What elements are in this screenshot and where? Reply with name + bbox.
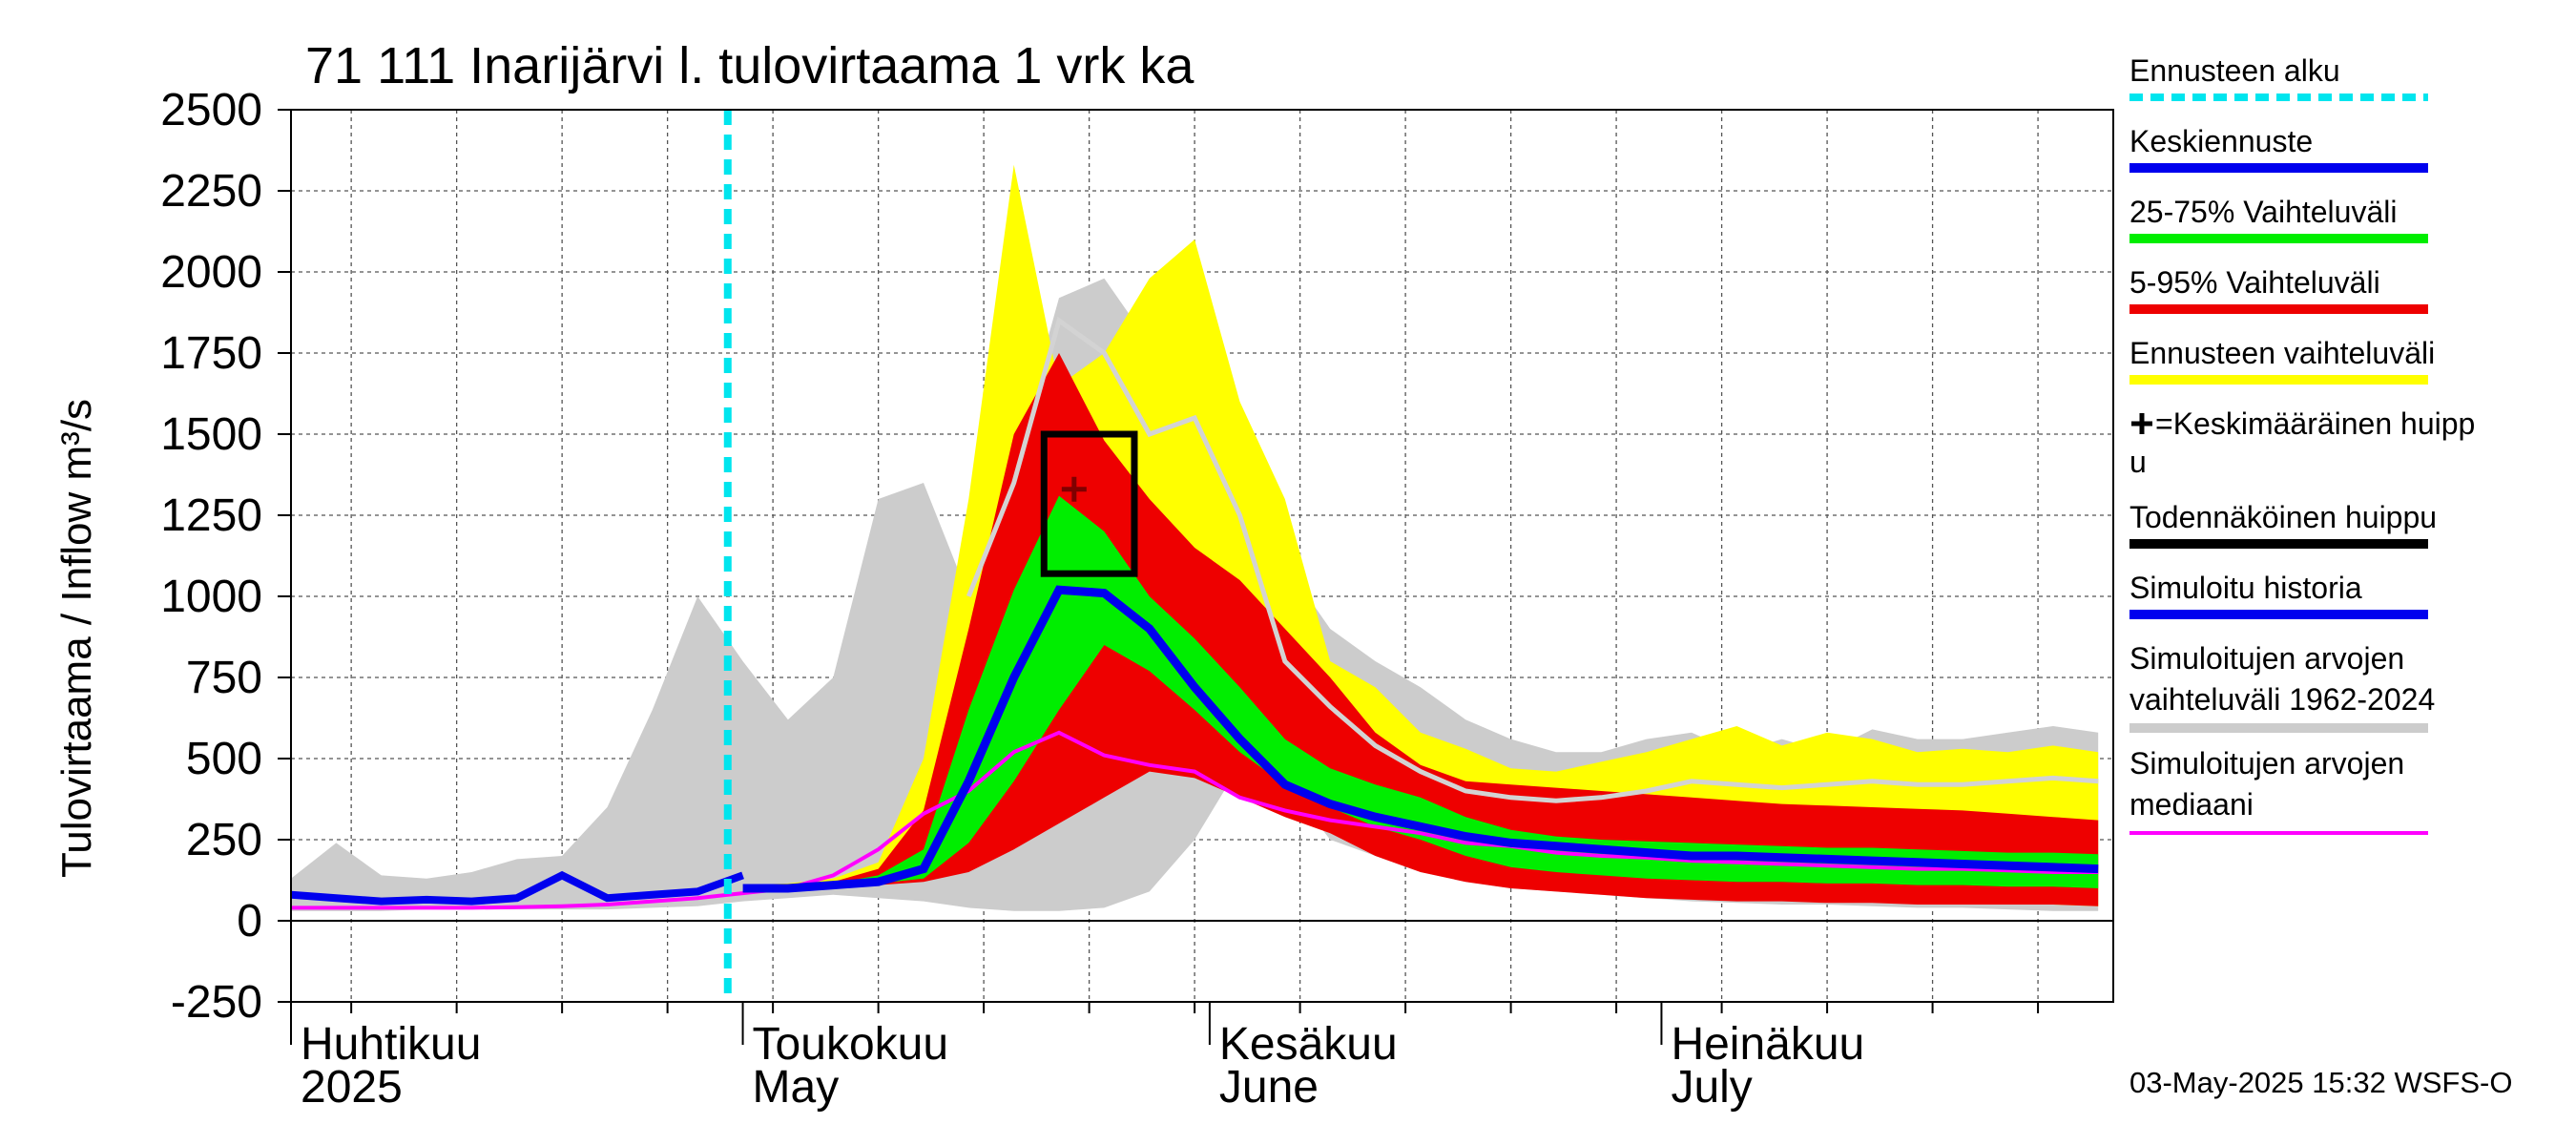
y-tick-label: 1000 (160, 572, 262, 622)
y-tick-label: 500 (186, 734, 262, 784)
legend-label: 5-95% Vaihteluväli (2129, 265, 2380, 300)
y-tick-label: -250 (171, 977, 262, 1028)
y-tick-label: 1750 (160, 328, 262, 379)
plot-frame (290, 109, 2114, 1003)
legend-label: mediaani (2129, 787, 2254, 822)
legend-label: Todennäköinen huippu (2129, 500, 2437, 534)
series-lines (291, 316, 2099, 910)
mean-peak-marker (1061, 476, 1087, 502)
legend-label: u (2129, 445, 2147, 479)
x-tick-label: 2025 (301, 1062, 403, 1113)
timestamp: 03-May-2025 15:32 WSFS-O (2129, 1066, 2512, 1099)
y-tick-label: 1250 (160, 490, 262, 541)
x-tick-label: July (1671, 1062, 1752, 1113)
y-tick-label: 2500 (160, 85, 262, 135)
legend-label: Simuloitujen arvojen (2129, 641, 2404, 676)
peak-markers (723, 110, 1138, 1002)
y-tick-label: 2000 (160, 247, 262, 298)
x-tick-label: Toukokuu (753, 1019, 948, 1070)
probable-peak-box (1040, 430, 1138, 577)
chart-title: 71 111 Inarijärvi l. tulovirtaama 1 vrk … (305, 37, 1195, 94)
line-sim-median (291, 730, 2099, 910)
legend: Ennusteen alku Keskiennuste 25-75% Vaihtel… (2129, 53, 2475, 835)
y-axis-label: Tulovirtaama / Inflow m³/s (53, 399, 100, 878)
x-tick-label: Kesäkuu (1219, 1019, 1398, 1070)
line-sim-max (966, 316, 2099, 803)
legend-label: 25-75% Vaihteluväli (2129, 195, 2397, 229)
legend-label: vaihteluväli 1962-2024 (2129, 682, 2435, 717)
legend-label: Ennusteen alku (2129, 53, 2340, 88)
x-tick-label: May (753, 1062, 840, 1113)
y-tick-label: 2250 (160, 166, 262, 217)
y-tick-label: 250 (186, 815, 262, 865)
x-tick-label: Huhtikuu (301, 1019, 481, 1070)
legend-label: Ennusteen vaihteluväli (2129, 336, 2435, 370)
line-simulated-history (291, 870, 744, 906)
legend-plus-icon (2131, 413, 2152, 434)
y-tick-label: 1500 (160, 409, 262, 460)
y-tick-label: 750 (186, 653, 262, 703)
legend-label: Keskiennuste (2129, 124, 2313, 158)
legend-label: =Keskimääräinen huipp (2155, 406, 2475, 441)
line-mean-forecast (742, 585, 2099, 893)
y-tick-label: 0 (237, 896, 262, 947)
x-tick-label: Heinäkuu (1671, 1019, 1864, 1070)
legend-label: Simuloitujen arvojen (2129, 746, 2404, 781)
legend-label: Simuloitu historia (2129, 571, 2362, 605)
x-tick-label: June (1219, 1062, 1319, 1113)
